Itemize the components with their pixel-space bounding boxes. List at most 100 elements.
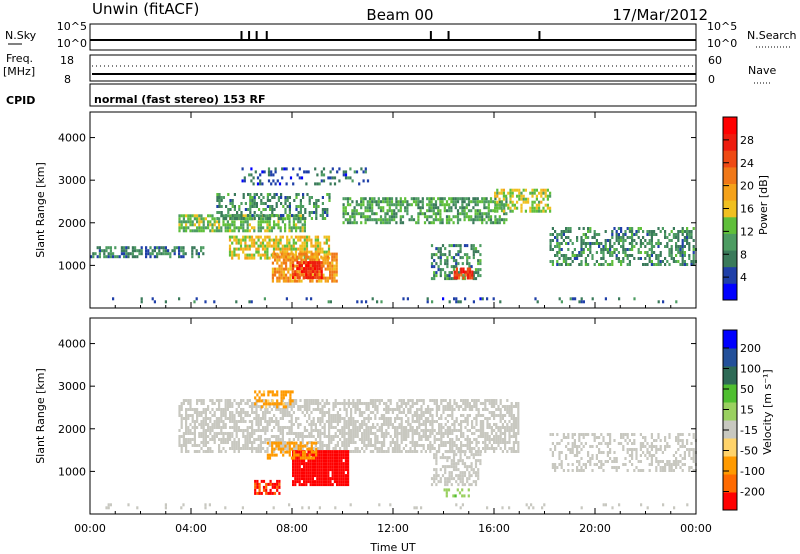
velocity-echo-cell [411, 429, 414, 432]
velocity-echo-cell [180, 506, 183, 510]
velocity-echo-cell [127, 503, 130, 507]
velocity-echo-cell [517, 411, 520, 414]
velocity-echo-cell [244, 411, 247, 414]
velocity-echo-cell [510, 417, 513, 420]
velocity-echo-cell [490, 405, 493, 408]
velocity-echo-cell [409, 447, 412, 450]
power-echo-cell [325, 235, 328, 239]
velocity-echo-cell [551, 442, 554, 445]
velocity-echo-cell [237, 402, 240, 405]
velocity-echo-cell [490, 438, 493, 441]
velocity-echo-cell [484, 399, 487, 402]
power-echo-cell [319, 247, 322, 251]
power-echo-cell [664, 257, 667, 260]
power-echo-cell [511, 191, 514, 195]
power-echo-cell [644, 245, 647, 248]
power-echo-cell [303, 276, 306, 280]
velocity-echo-cell [609, 439, 612, 442]
velocity-echo-cell [220, 426, 223, 429]
velocity-echo-cell [484, 447, 487, 450]
velocity-echo-cell [320, 468, 323, 472]
velocity-echo-cell [328, 441, 331, 444]
velocity-echo-cell [323, 444, 326, 447]
velocity-echo-cell [474, 465, 478, 469]
velocity-echo-cell [567, 433, 570, 436]
power-echo-cell [178, 252, 181, 256]
velocity-echo-cell [338, 474, 341, 478]
power-echo-cell [580, 236, 583, 239]
power-echo-cell [679, 230, 682, 233]
velocity-echo-cell [268, 420, 271, 423]
velocity-echo-cell [449, 429, 452, 432]
velocity-echo-cell [560, 451, 563, 454]
power-echo-cell [428, 206, 431, 210]
power-echo-cell [295, 193, 298, 196]
power-echo-cell [494, 191, 497, 195]
power-echo-cell [327, 244, 331, 248]
velocity-echo-cell [320, 456, 323, 460]
velocity-echo-cell [279, 432, 282, 435]
power-echo-cell [292, 167, 295, 171]
power-echo-cell [281, 244, 284, 248]
power-echo-cell [428, 203, 431, 207]
power-echo-cell [659, 254, 662, 257]
velocity-echo-cell [319, 441, 322, 444]
velocity-echo-cell [466, 480, 469, 484]
velocity-echo-cell [220, 417, 223, 420]
velocity-echo-cell [440, 441, 443, 444]
power-echo-cell [455, 273, 458, 277]
power-echo-cell [503, 212, 506, 216]
power-echo-cell [98, 255, 101, 259]
power-echo-cell [311, 258, 314, 262]
velocity-echo-cell [435, 438, 438, 441]
velocity-echo-cell [411, 432, 414, 435]
velocity-echo-cell [288, 405, 291, 408]
power-echo-cell [215, 229, 218, 233]
velocity-echo-cell [394, 444, 397, 447]
power-echo-cell [500, 203, 503, 207]
velocity-echo-cell [650, 445, 653, 448]
velocity-echo-cell [321, 447, 324, 450]
power-echo-cell [240, 211, 243, 214]
velocity-echo-cell [266, 450, 269, 453]
velocity-echo-cell [240, 408, 243, 411]
velocity-echo-cell [374, 405, 377, 408]
power-echo-cell [260, 199, 263, 202]
power-echo-cell [250, 179, 253, 183]
power-echo-cell [683, 260, 686, 263]
velocity-echo-cell [482, 414, 485, 417]
power-echo-cell [320, 179, 323, 183]
power-echo-cell [218, 205, 221, 208]
velocity-echo-cell [648, 469, 651, 472]
velocity-echo-cell [308, 435, 311, 438]
velocity-echo-cell [251, 426, 254, 429]
velocity-echo-cell [207, 447, 210, 450]
velocity-echo-cell [499, 441, 502, 444]
power-echo-cell [342, 221, 345, 225]
cpid-text: normal (fast stereo) 153 RF [94, 93, 266, 106]
power-echo-cell [178, 246, 181, 250]
power-echo-cell [615, 248, 618, 251]
velocity-echo-cell [490, 426, 493, 429]
velocity-echo-cell [413, 402, 416, 405]
power-echo-cell [259, 179, 262, 183]
velocity-echo-cell [396, 408, 399, 411]
power-echo-cell [109, 246, 112, 250]
velocity-echo-cell [461, 462, 464, 466]
velocity-echo-cell [288, 420, 291, 423]
velocity-echo-cell [644, 439, 647, 442]
power-echo-cell [288, 205, 291, 208]
power-echo-cell [450, 244, 453, 248]
power-echo-cell [615, 230, 618, 233]
velocity-echo-cell [308, 405, 311, 408]
power-echo-cell [419, 206, 422, 210]
velocity-echo-cell [277, 429, 280, 432]
power-echo-cell [315, 205, 318, 208]
power-echo-cell [333, 276, 336, 280]
power-echo-cell [239, 241, 243, 245]
velocity-echo-cell [600, 463, 603, 466]
power-echo-cell [565, 242, 568, 245]
velocity-echo-cell [394, 429, 397, 432]
power-echo-cell [653, 263, 656, 266]
power-echo-cell [459, 250, 462, 254]
